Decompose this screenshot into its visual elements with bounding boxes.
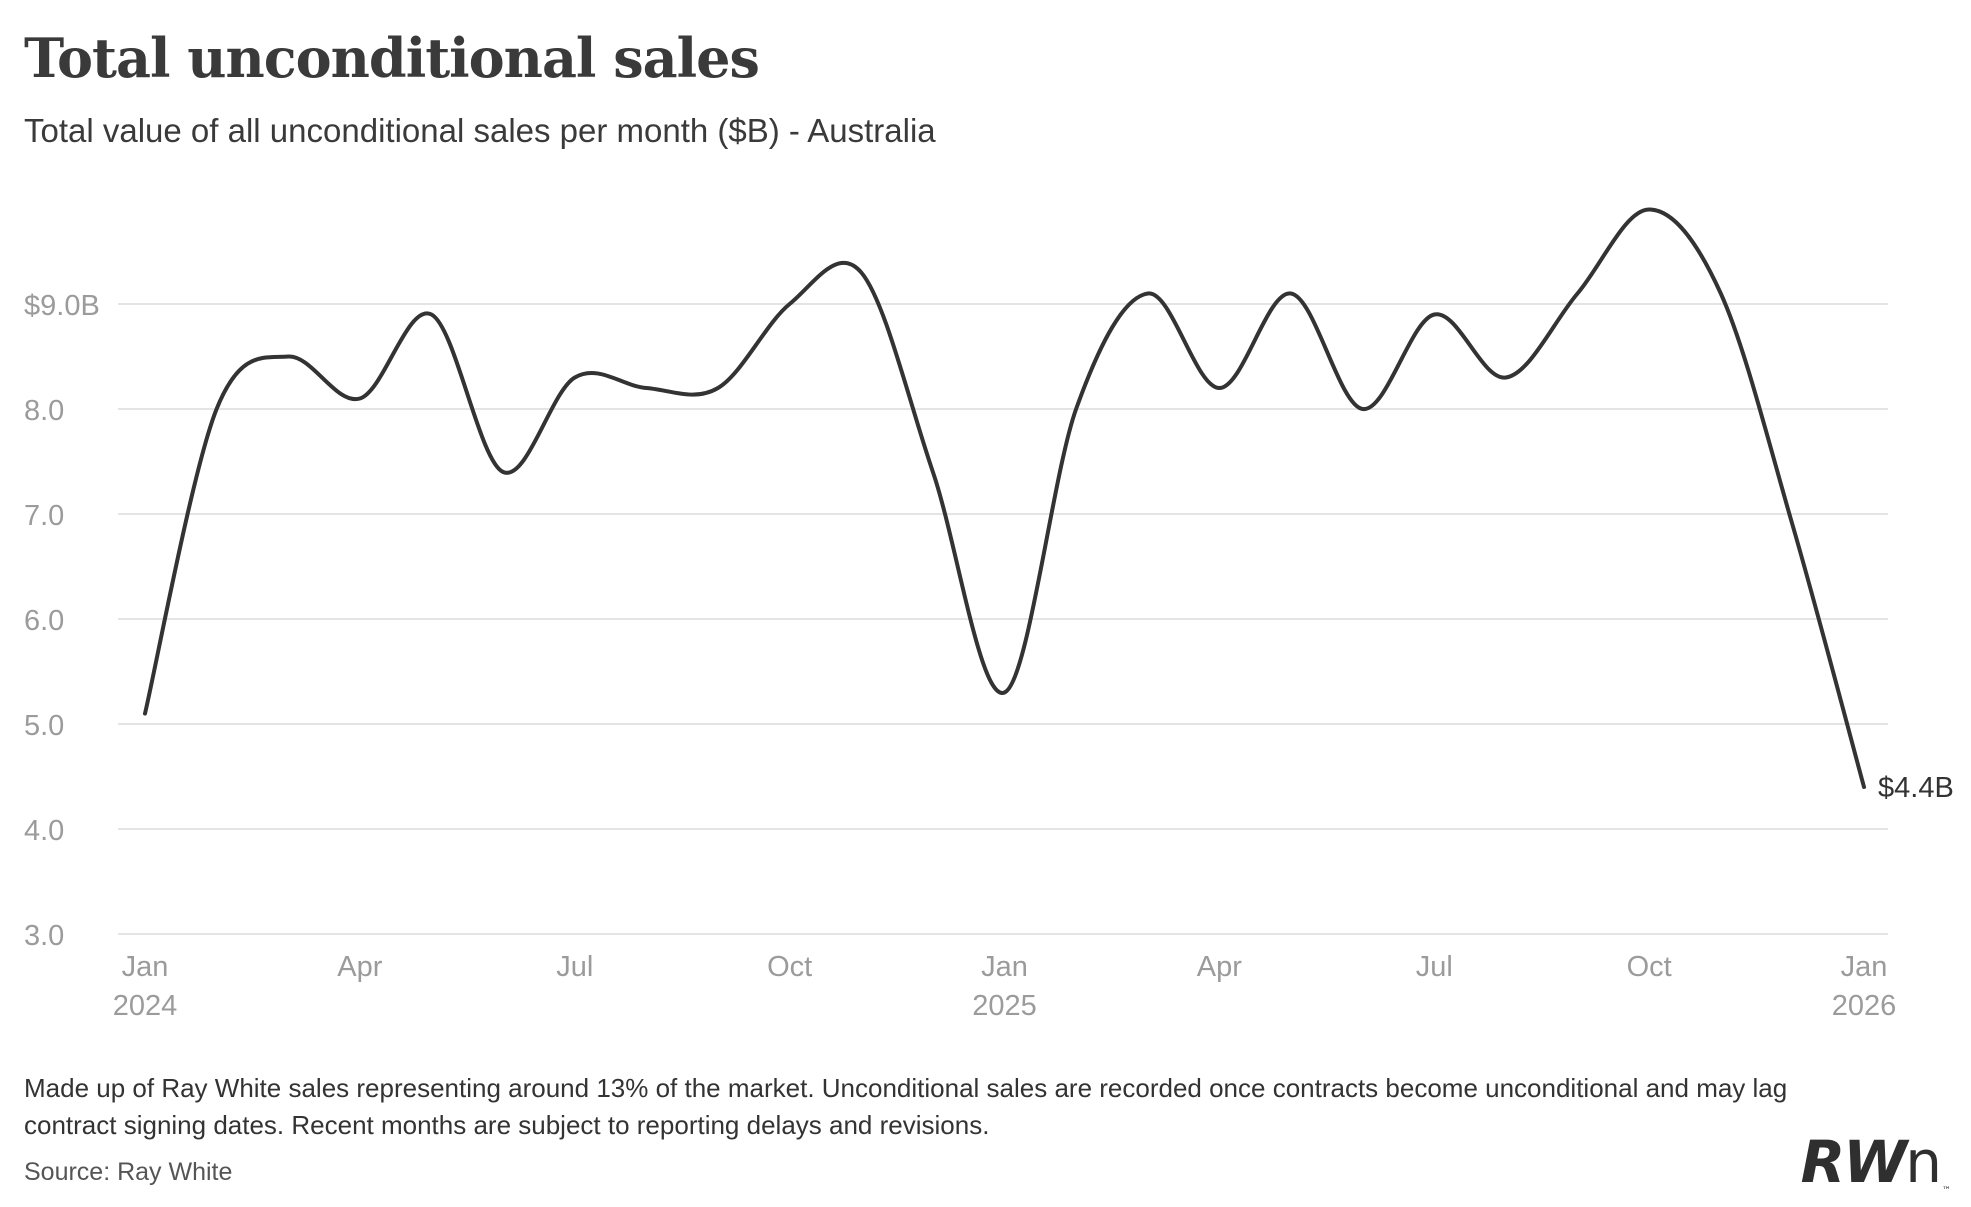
line-chart: 3.0 4.0 5.0 6.0 7.0 8.0 $9.0B Jan 2024 Apr Jul Oct… <box>24 207 1954 1022</box>
end-value-label: $4.4B <box>1878 772 1954 804</box>
x-tick-month: Oct <box>1627 951 1672 983</box>
y-tick-label: $9.0B <box>24 290 100 322</box>
x-tick-month: Jan <box>981 951 1028 983</box>
x-tick-month: Jan <box>122 951 169 983</box>
logo-text-n: n <box>1905 1128 1942 1196</box>
x-tick-month: Apr <box>1197 951 1242 983</box>
series-line <box>143 207 1866 789</box>
logo-text-rw: RW <box>1800 1128 1908 1196</box>
footnote: Made up of Ray White sales representing … <box>24 1073 1788 1140</box>
data-points <box>143 208 1866 790</box>
chart-title: Total unconditional sales <box>24 26 760 90</box>
x-tick-year: 2025 <box>972 990 1037 1022</box>
y-tick-label: 7.0 <box>24 500 64 532</box>
y-tick-label: 6.0 <box>24 605 64 637</box>
x-tick-month: Jan <box>1841 951 1888 983</box>
x-tick-month: Oct <box>767 951 812 983</box>
y-axis-ticks: 3.0 4.0 5.0 6.0 7.0 8.0 $9.0B <box>24 290 100 952</box>
x-axis-ticks: Jan 2024 Apr Jul Oct Jan 2025 Apr Jul Oct Jan 2026 <box>113 951 1897 1022</box>
chart-subtitle: Total value of all unconditional sales p… <box>24 112 936 149</box>
ray-white-logo: RWn™ <box>1800 1128 1951 1196</box>
y-tick-label: 4.0 <box>24 815 64 847</box>
x-tick-month: Jul <box>1416 951 1453 983</box>
y-tick-label: 8.0 <box>24 395 64 427</box>
x-tick-month: Jul <box>556 951 593 983</box>
x-tick-year: 2024 <box>113 990 178 1022</box>
gridlines <box>118 303 1888 935</box>
y-tick-label: 3.0 <box>24 920 64 952</box>
y-tick-label: 5.0 <box>24 710 64 742</box>
x-tick-month: Apr <box>337 951 382 983</box>
x-tick-year: 2026 <box>1832 990 1897 1022</box>
logo-trademark: ™ <box>1942 1186 1951 1196</box>
source-note: Source: Ray White <box>24 1158 233 1186</box>
